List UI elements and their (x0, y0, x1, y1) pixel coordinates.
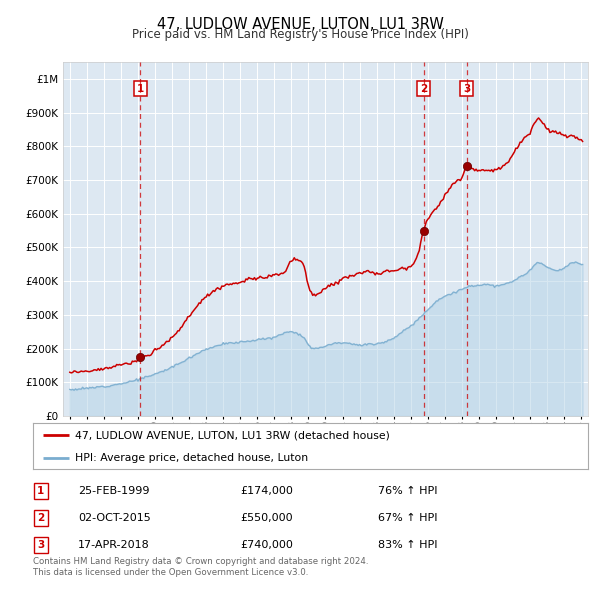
Text: £550,000: £550,000 (240, 513, 293, 523)
Text: 47, LUDLOW AVENUE, LUTON, LU1 3RW: 47, LUDLOW AVENUE, LUTON, LU1 3RW (157, 17, 443, 31)
Text: Contains HM Land Registry data © Crown copyright and database right 2024.: Contains HM Land Registry data © Crown c… (33, 558, 368, 566)
Text: HPI: Average price, detached house, Luton: HPI: Average price, detached house, Luto… (74, 453, 308, 463)
Text: This data is licensed under the Open Government Licence v3.0.: This data is licensed under the Open Gov… (33, 568, 308, 577)
Text: 02-OCT-2015: 02-OCT-2015 (78, 513, 151, 523)
Text: 2: 2 (37, 513, 44, 523)
Text: 25-FEB-1999: 25-FEB-1999 (78, 486, 149, 496)
Text: £740,000: £740,000 (240, 540, 293, 550)
Text: 3: 3 (463, 84, 470, 93)
Text: 2: 2 (420, 84, 427, 93)
Text: 67% ↑ HPI: 67% ↑ HPI (378, 513, 437, 523)
Text: Price paid vs. HM Land Registry's House Price Index (HPI): Price paid vs. HM Land Registry's House … (131, 28, 469, 41)
Text: 1: 1 (37, 486, 44, 496)
Text: £174,000: £174,000 (240, 486, 293, 496)
Text: 3: 3 (37, 540, 44, 550)
Text: 17-APR-2018: 17-APR-2018 (78, 540, 150, 550)
Text: 76% ↑ HPI: 76% ↑ HPI (378, 486, 437, 496)
Text: 1: 1 (136, 84, 143, 93)
Text: 47, LUDLOW AVENUE, LUTON, LU1 3RW (detached house): 47, LUDLOW AVENUE, LUTON, LU1 3RW (detac… (74, 431, 389, 441)
Text: 83% ↑ HPI: 83% ↑ HPI (378, 540, 437, 550)
